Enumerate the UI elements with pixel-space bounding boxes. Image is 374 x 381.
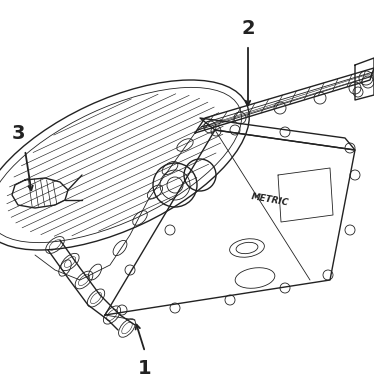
- Text: 3: 3: [11, 123, 25, 142]
- Text: 1: 1: [138, 359, 152, 378]
- Text: 2: 2: [241, 19, 255, 37]
- Text: METRIC: METRIC: [251, 192, 289, 208]
